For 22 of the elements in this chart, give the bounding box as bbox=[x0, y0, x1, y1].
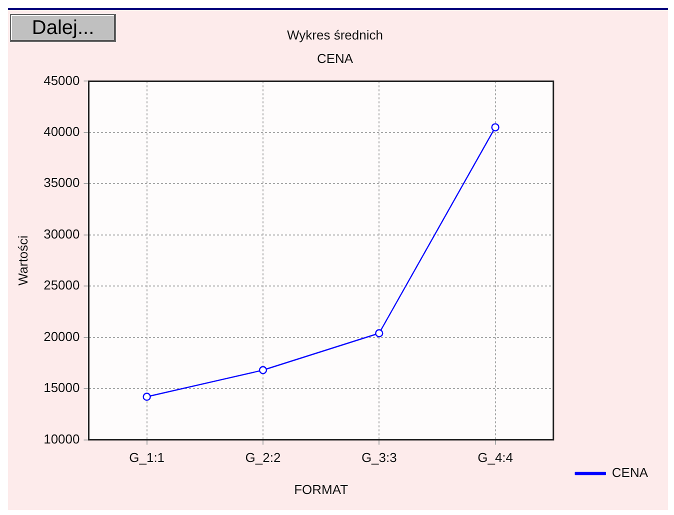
x-axis-title: FORMAT bbox=[294, 482, 348, 497]
x-tick-label: G_1:1 bbox=[129, 450, 165, 466]
x-tick-label: G_2:2 bbox=[245, 450, 281, 466]
legend-label: CENA bbox=[612, 465, 648, 480]
point bbox=[491, 123, 500, 132]
y-tick-label: 25000 bbox=[44, 278, 80, 293]
y-tick-label: 35000 bbox=[44, 175, 80, 190]
y-tick-label: 15000 bbox=[44, 380, 80, 396]
chart-subtitle: CENA bbox=[316, 50, 354, 66]
y-tick-label: 20000 bbox=[44, 328, 80, 344]
y-tick-label: 45000 bbox=[44, 72, 80, 88]
point bbox=[142, 392, 151, 401]
x-tick-label: G_4:4 bbox=[478, 450, 514, 466]
y-tick-label: 40000 bbox=[44, 124, 80, 140]
y-tick-label: 10000 bbox=[44, 431, 80, 446]
y-tick-label: 30000 bbox=[44, 226, 80, 242]
text: Dalej... bbox=[10, 14, 116, 42]
chart-title: Wykres średnich bbox=[287, 27, 383, 42]
x-tick-label: G_3:3 bbox=[361, 450, 397, 466]
point bbox=[375, 329, 384, 338]
point bbox=[258, 366, 268, 374]
y-axis-title: Wartości bbox=[15, 235, 30, 286]
